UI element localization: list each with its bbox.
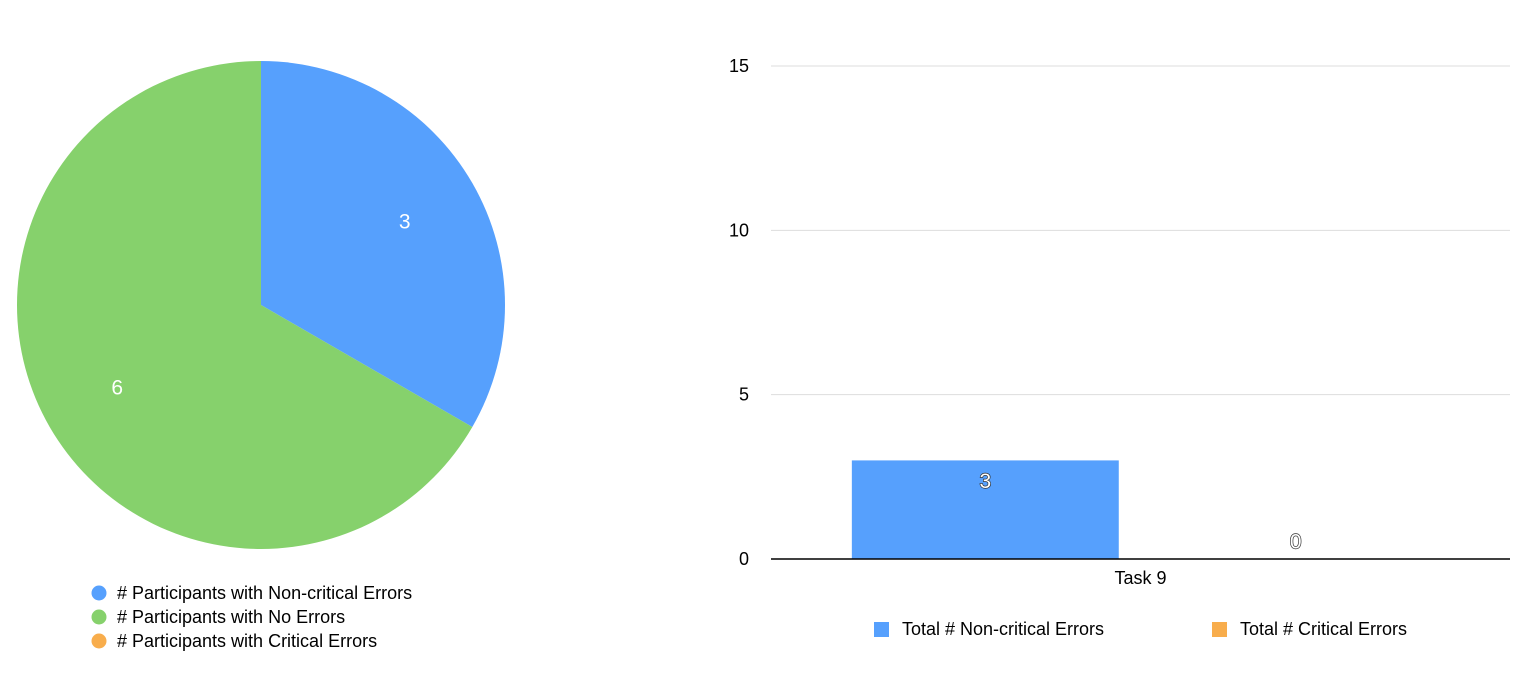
pie-legend-label-3: # Participants with Critical Errors (117, 631, 377, 651)
bar-legend-marker-2 (1212, 622, 1227, 637)
pie-legend-label-1: # Participants with Non-critical Errors (117, 583, 412, 603)
y-tick-label-2: 5 (739, 385, 749, 405)
x-tick-label-1: Task 9 (1114, 568, 1166, 588)
bar-value-label-2-1: 0 (1290, 531, 1302, 554)
bar-legend-label-2: Total # Critical Errors (1240, 619, 1407, 639)
pie-slice-label-2: 6 (111, 377, 123, 400)
bar-1-1 (851, 460, 1119, 559)
pie-legend-label-2: # Participants with No Errors (117, 607, 345, 627)
bar-legend: Total # Non-critical Errors Total # Criti… (874, 619, 1407, 639)
bar-chart: 0 5 10 15 3 0 Task 9 (729, 56, 1510, 588)
pie-chart: 36 (17, 61, 505, 549)
y-tick-label-4: 15 (729, 56, 749, 76)
pie-legend-marker-3 (91, 633, 107, 649)
bar-legend-label-1: Total # Non-critical Errors (902, 619, 1104, 639)
pie-slice-label-1: 3 (399, 211, 411, 234)
pie-slice-1 (261, 61, 505, 427)
pie-legend-marker-1 (91, 585, 107, 601)
bar-value-label-1-1: 3 (979, 470, 991, 493)
pie-legend: # Participants with Non-critical Errors #… (91, 583, 412, 651)
pie-legend-marker-2 (91, 609, 107, 625)
y-tick-label-3: 10 (729, 220, 749, 240)
pie-slice-2 (17, 61, 473, 549)
y-tick-label-1: 0 (739, 549, 749, 569)
bar-legend-marker-1 (874, 622, 889, 637)
